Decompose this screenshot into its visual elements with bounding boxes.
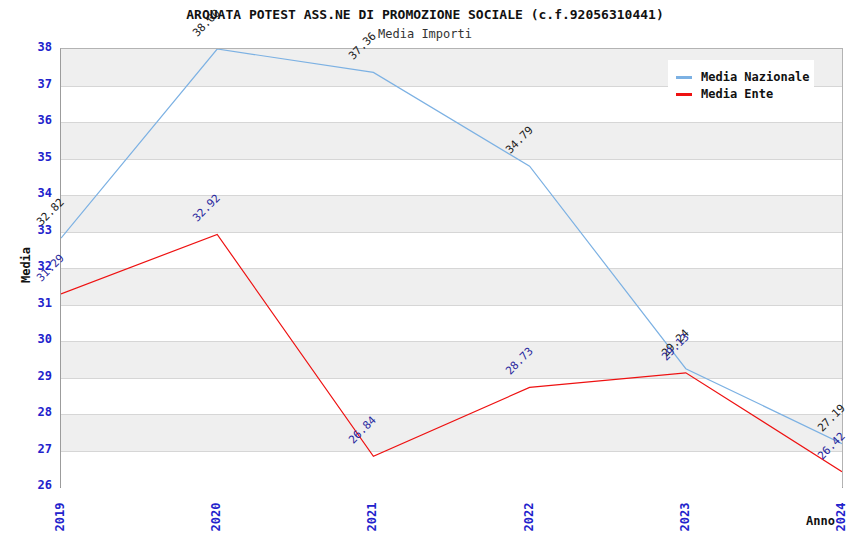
y-tick-label: 37 [0,77,52,92]
x-axis-title: Anno [806,514,835,528]
chart-canvas: ARQUATA POTEST ASS.NE DI PROMOZIONE SOCI… [0,0,850,550]
x-tick-label: 2021 [365,502,379,532]
legend-label: Media Nazionale [701,70,809,84]
chart-subtitle: Media Importi [0,27,850,41]
y-axis-title: Media [19,235,33,295]
y-tick-label: 27 [0,442,52,457]
plot-area [60,48,843,488]
series-line-media-ente [61,234,842,471]
y-tick-label: 36 [0,113,52,128]
y-tick-label: 35 [0,150,52,165]
y-tick-label: 28 [0,405,52,420]
y-tick-label: 26 [0,478,52,493]
chart-title: ARQUATA POTEST ASS.NE DI PROMOZIONE SOCI… [0,7,850,22]
x-tick-label: 2020 [209,502,223,532]
legend-swatch-red-line [676,93,692,96]
legend: Media Nazionale Media Ente [668,60,814,112]
y-tick-label: 29 [0,369,52,384]
legend-item-media-nazionale: Media Nazionale [676,70,806,84]
legend-item-media-ente: Media Ente [676,87,806,101]
x-tick-label: 2022 [522,502,536,532]
series-lines [61,49,842,487]
x-tick-label: 2024 [834,502,848,532]
y-tick-label: 34 [0,186,52,201]
y-tick-label: 38 [0,40,52,55]
y-tick-label: 30 [0,332,52,347]
legend-swatch-blue-line [676,76,692,79]
y-tick-label: 31 [0,296,52,311]
x-tick-label: 2023 [678,502,692,532]
legend-label: Media Ente [701,87,773,101]
x-tick-label: 2019 [53,502,67,532]
